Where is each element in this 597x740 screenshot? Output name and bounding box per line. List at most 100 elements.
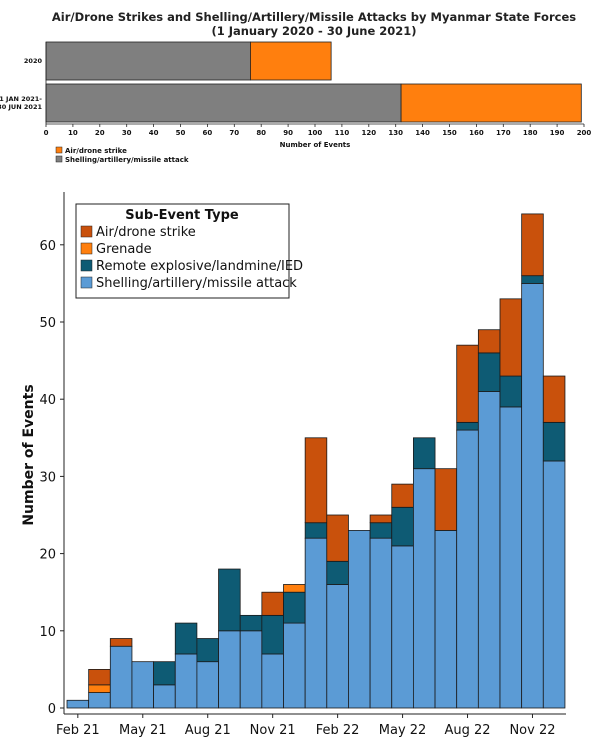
x-axis-label: Number of Events — [280, 141, 351, 149]
legend-label: Remote explosive/landmine/IED — [96, 259, 303, 274]
bar-segment — [196, 661, 219, 709]
x-tick-label: Feb 22 — [316, 723, 360, 738]
bar-segment — [412, 468, 436, 709]
legend-swatch — [55, 155, 63, 163]
bar-segment — [400, 83, 582, 123]
bar-segment — [45, 41, 251, 81]
bar-segment — [369, 514, 393, 524]
bar-segment — [196, 638, 219, 663]
bar-segment — [477, 329, 501, 354]
x-tick-label: 170 — [496, 129, 511, 137]
legend-label: Grenade — [96, 242, 152, 257]
legend-swatch — [80, 259, 93, 272]
bar-segment — [499, 406, 523, 709]
bar-segment — [369, 537, 393, 709]
bar-segment — [521, 282, 544, 709]
x-tick-label: 60 — [203, 129, 213, 137]
bar-segment — [261, 591, 284, 616]
bar-segment — [174, 653, 198, 709]
bar-segment — [153, 684, 176, 709]
bar-segment — [304, 437, 328, 524]
y-tick-label: 50 — [39, 316, 56, 331]
legend-swatch — [55, 146, 63, 154]
x-tick-label: 190 — [550, 129, 565, 137]
bar-segment — [304, 537, 328, 709]
x-tick-label: 160 — [469, 129, 484, 137]
y-tick-label: 40 — [39, 393, 56, 408]
x-tick-label: 180 — [523, 129, 538, 137]
category-label: 1 JAN 2021- — [0, 95, 42, 103]
x-tick-label: 120 — [361, 129, 376, 137]
bar-segment — [109, 645, 133, 709]
chart-title-line1: Air/Drone Strikes and Shelling/Artillery… — [52, 10, 576, 24]
y-tick-label: 10 — [39, 625, 56, 640]
bar-segment — [456, 429, 479, 709]
x-tick-label: 200 — [577, 129, 592, 137]
bar-segment — [391, 545, 414, 709]
category-label: 30 JUN 2021 — [0, 103, 42, 111]
bar-segment — [88, 692, 111, 709]
legend-swatch — [80, 225, 93, 238]
bar-segment — [304, 522, 328, 539]
x-tick-label: 70 — [229, 129, 239, 137]
bar-segment — [283, 584, 306, 593]
y-tick-label: 0 — [48, 702, 56, 717]
x-tick-label: Feb 21 — [56, 723, 100, 738]
y-tick-label: 30 — [39, 470, 56, 485]
bar-segment — [456, 421, 479, 431]
category-label: 2020 — [24, 57, 43, 65]
bar-segment — [239, 630, 263, 709]
bar-segment — [369, 522, 393, 539]
bar-segment — [521, 275, 544, 284]
bar-segment — [174, 622, 198, 655]
bar-segment — [326, 584, 349, 709]
legend-label: Air/drone strike — [96, 225, 196, 240]
x-tick-label: 30 — [122, 129, 132, 137]
x-tick-label: 20 — [95, 129, 105, 137]
legend-swatch — [80, 242, 93, 255]
bar-segment — [261, 614, 284, 655]
bar-segment — [109, 638, 133, 647]
bar-segment — [131, 661, 154, 709]
x-tick-label: 80 — [256, 129, 266, 137]
x-tick-label: 150 — [442, 129, 457, 137]
bar-segment — [477, 352, 501, 392]
bar-segment — [283, 591, 306, 624]
bar-segment — [153, 661, 176, 686]
stacked-bar-chart: 0 10 20 30 40 50 60 Feb 21 May 21 Aug 21 Nov 21 Feb… — [21, 192, 566, 738]
chart-title-line2: (1 January 2020 - 30 June 2021) — [211, 24, 416, 38]
bar-segment — [45, 83, 402, 123]
legend-box — [75, 203, 290, 299]
bar-segment — [434, 530, 458, 709]
bar-segment — [88, 684, 111, 693]
bar-segment — [348, 530, 371, 709]
x-tick-label: 100 — [308, 129, 323, 137]
bar-segment — [477, 391, 501, 709]
bar-segment — [239, 614, 263, 632]
bar-segment — [499, 298, 523, 377]
x-tick-label: 140 — [415, 129, 430, 137]
bar-segment — [499, 375, 523, 408]
y-axis-label: Number of Events — [21, 384, 37, 525]
legend-label: Shelling/artillery/missile attack — [96, 276, 297, 291]
x-tick-label: Nov 21 — [250, 723, 296, 738]
x-tick-label: Aug 21 — [185, 723, 231, 738]
x-tick-label: 130 — [388, 129, 403, 137]
bar-segment — [412, 437, 436, 470]
bar-segment — [391, 506, 414, 547]
legend-label: Air/drone strike — [65, 147, 127, 155]
bar-segment — [283, 622, 306, 709]
horizontal-bar-chart: Air/Drone Strikes and Shelling/Artillery… — [0, 10, 591, 164]
bar-segment — [391, 483, 414, 508]
x-tick-label: 110 — [335, 129, 350, 137]
x-tick-label: 40 — [149, 129, 159, 137]
bar-segment — [218, 568, 241, 632]
bar-segment — [218, 630, 241, 709]
x-tick-label: Nov 22 — [509, 723, 555, 738]
y-tick-label: 20 — [39, 548, 56, 563]
bar-segment — [66, 699, 90, 709]
bar-segment — [88, 669, 111, 686]
bar-segment — [542, 460, 566, 709]
bar-segment — [261, 653, 284, 709]
